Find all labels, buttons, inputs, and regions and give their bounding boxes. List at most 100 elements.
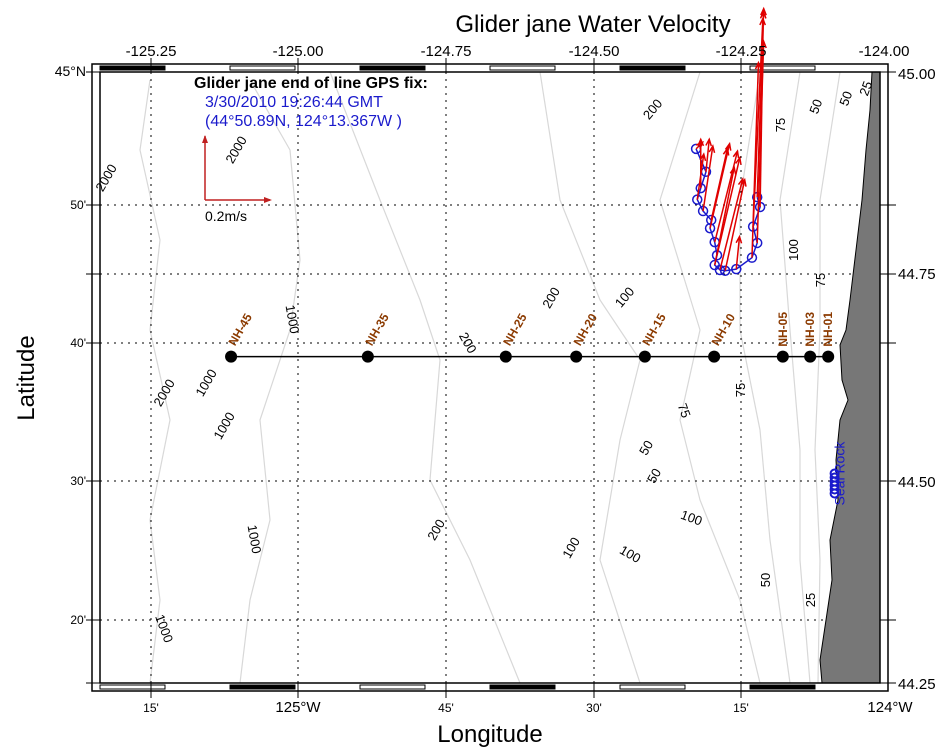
plot-border [99, 71, 881, 684]
contour-label: 1000 [283, 304, 303, 335]
left-tick-label: 45°N [55, 63, 86, 79]
depth-contour [779, 71, 811, 684]
bottom-tick-label: 125°W [275, 699, 321, 716]
contour-label: 200 [539, 285, 563, 311]
station-label: NH-20 [571, 311, 601, 348]
arrowhead-icon [729, 165, 737, 175]
x-axis-label: Longitude [437, 721, 542, 748]
arrowhead-icon [722, 146, 730, 156]
bottom-tick-label: 30' [586, 701, 602, 715]
gps-fix-time: 3/30/2010 19:26:44 GMT [205, 94, 383, 111]
contour-label: 1000 [245, 524, 265, 555]
velocity-vector [709, 143, 731, 229]
top-tick-label: -124.00 [859, 43, 910, 60]
gps-fix-position: (44°50.89N, 124°13.367W ) [205, 113, 402, 130]
arrowhead-icon [724, 141, 732, 151]
seal-rock-label: Seal Rock [832, 441, 848, 506]
top-tick-label: -125.25 [126, 43, 177, 60]
contour-label: 1000 [210, 409, 237, 442]
depth-contour [659, 71, 761, 684]
scale-bar-segment [749, 65, 816, 71]
station-marker [361, 350, 374, 363]
contour-label: 75 [733, 383, 748, 397]
top-tick-label: -125.00 [273, 43, 324, 60]
arrowhead-icon [708, 144, 716, 154]
station-label: NH-10 [709, 311, 739, 348]
bottom-tick-label: 15' [143, 701, 159, 715]
seal-rock-point [829, 484, 840, 495]
y-axis-label: Latitude [13, 335, 40, 420]
velocity-vector [713, 150, 739, 243]
map-frame [86, 58, 896, 698]
station-label: NH-01 [821, 312, 835, 347]
scale-bar-segment [489, 684, 556, 690]
station-line: NH-45 NH-35 NH-25 NH-20 NH-15 NH-10 NH-05 NH-03… [225, 311, 835, 363]
gps-fix-heading: Glider jane end of line GPS fix: [194, 75, 428, 92]
scale-label: 0.2m/s [205, 208, 247, 224]
station-marker [638, 350, 651, 363]
scale-bar-segment [619, 65, 686, 71]
arrowhead-icon [697, 137, 705, 147]
station-marker [570, 350, 583, 363]
right-tick-label: 44.25 [898, 676, 936, 693]
left-tick-label: 20' [70, 613, 86, 627]
coastline-land [819, 71, 881, 684]
scale-bar-segment [99, 65, 166, 71]
depth-contour [239, 79, 301, 684]
contour-label: 75 [773, 118, 788, 132]
scale-bar-segment [489, 65, 556, 71]
scale-bar-segment [749, 684, 816, 690]
station-label: NH-45 [226, 311, 256, 348]
station-marker [499, 350, 512, 363]
contour-label: 200 [640, 96, 665, 122]
arrowhead-icon [699, 152, 707, 162]
track-point [704, 222, 716, 234]
station-label: NH-25 [500, 311, 530, 348]
velocity-vector [713, 167, 735, 266]
station-marker [708, 350, 721, 363]
bottom-tick-label: 45' [438, 701, 454, 715]
velocity-vector [705, 139, 710, 172]
contour-label: 50 [758, 573, 773, 587]
scale-bar-segment [229, 65, 296, 71]
contour-label: 1000 [152, 612, 176, 644]
scale-bar-segment [619, 684, 686, 690]
arrowhead-icon [760, 6, 767, 16]
contour-label: 75 [675, 401, 694, 420]
scale-bar-segment [229, 684, 296, 690]
velocity-vector [724, 179, 746, 271]
contour-label: 100 [679, 507, 705, 529]
contour-label: 100 [612, 284, 637, 310]
top-tick-label: -124.75 [421, 43, 472, 60]
scale-bar-segment [359, 684, 426, 690]
contour-label: 75 [813, 273, 828, 287]
contour-label: 1000 [192, 366, 219, 399]
track-point [719, 265, 731, 277]
velocity-vector [735, 236, 741, 270]
arrowhead-icon [735, 155, 742, 165]
map-title: Glider jane Water Velocity [455, 11, 730, 38]
station-marker [804, 350, 817, 363]
station-marker [225, 350, 238, 363]
station-marker [776, 350, 789, 363]
contour-label: 25 [803, 593, 818, 607]
right-tick-label: 44.50 [898, 474, 936, 491]
left-tick-label: 50' [70, 198, 86, 212]
velocity-vector [756, 8, 765, 198]
bottom-tick-label: 124°W [867, 699, 913, 716]
arrowhead-icon [264, 197, 272, 203]
velocity-vector [702, 145, 714, 212]
seal-rock-marker: Seal Rock [829, 441, 848, 506]
arrowhead-icon [735, 234, 743, 244]
arrowhead-icon [740, 177, 747, 187]
contour-label: 200 [424, 517, 448, 543]
station-marker [822, 350, 835, 363]
station-label: NH-15 [639, 311, 669, 348]
outer-border [91, 63, 889, 692]
depth-contour [329, 71, 521, 684]
contour-label: 100 [559, 535, 583, 561]
depth-contour [739, 71, 791, 684]
left-tick-label: 30' [70, 474, 86, 488]
depth-contour [814, 71, 841, 684]
